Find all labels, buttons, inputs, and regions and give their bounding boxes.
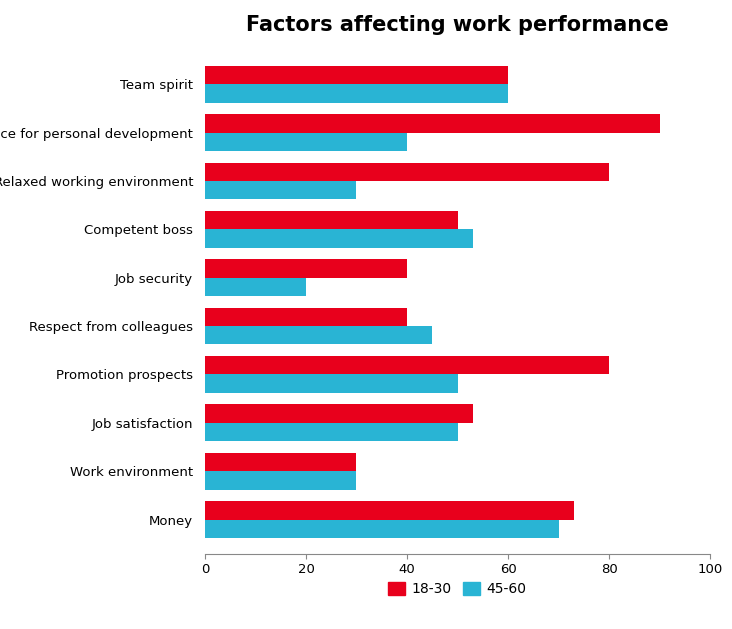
Title: Factors affecting work performance: Factors affecting work performance	[246, 15, 669, 35]
Bar	[205, 374, 458, 393]
Bar	[205, 520, 559, 538]
Bar	[205, 114, 660, 133]
Bar	[205, 404, 473, 423]
Legend: 18-30, 45-60: 18-30, 45-60	[383, 577, 532, 602]
Bar	[205, 211, 458, 230]
Bar	[205, 356, 609, 374]
Bar	[205, 453, 356, 471]
Bar	[205, 471, 356, 489]
Bar	[205, 259, 407, 278]
Bar	[205, 423, 458, 442]
Bar	[205, 501, 574, 520]
Bar	[205, 308, 407, 326]
Bar	[205, 66, 508, 84]
Bar	[205, 326, 432, 345]
Bar	[205, 181, 356, 199]
Bar	[205, 133, 407, 151]
Bar	[205, 162, 609, 181]
Bar	[205, 84, 508, 103]
Bar	[205, 278, 306, 296]
Bar	[205, 230, 473, 248]
